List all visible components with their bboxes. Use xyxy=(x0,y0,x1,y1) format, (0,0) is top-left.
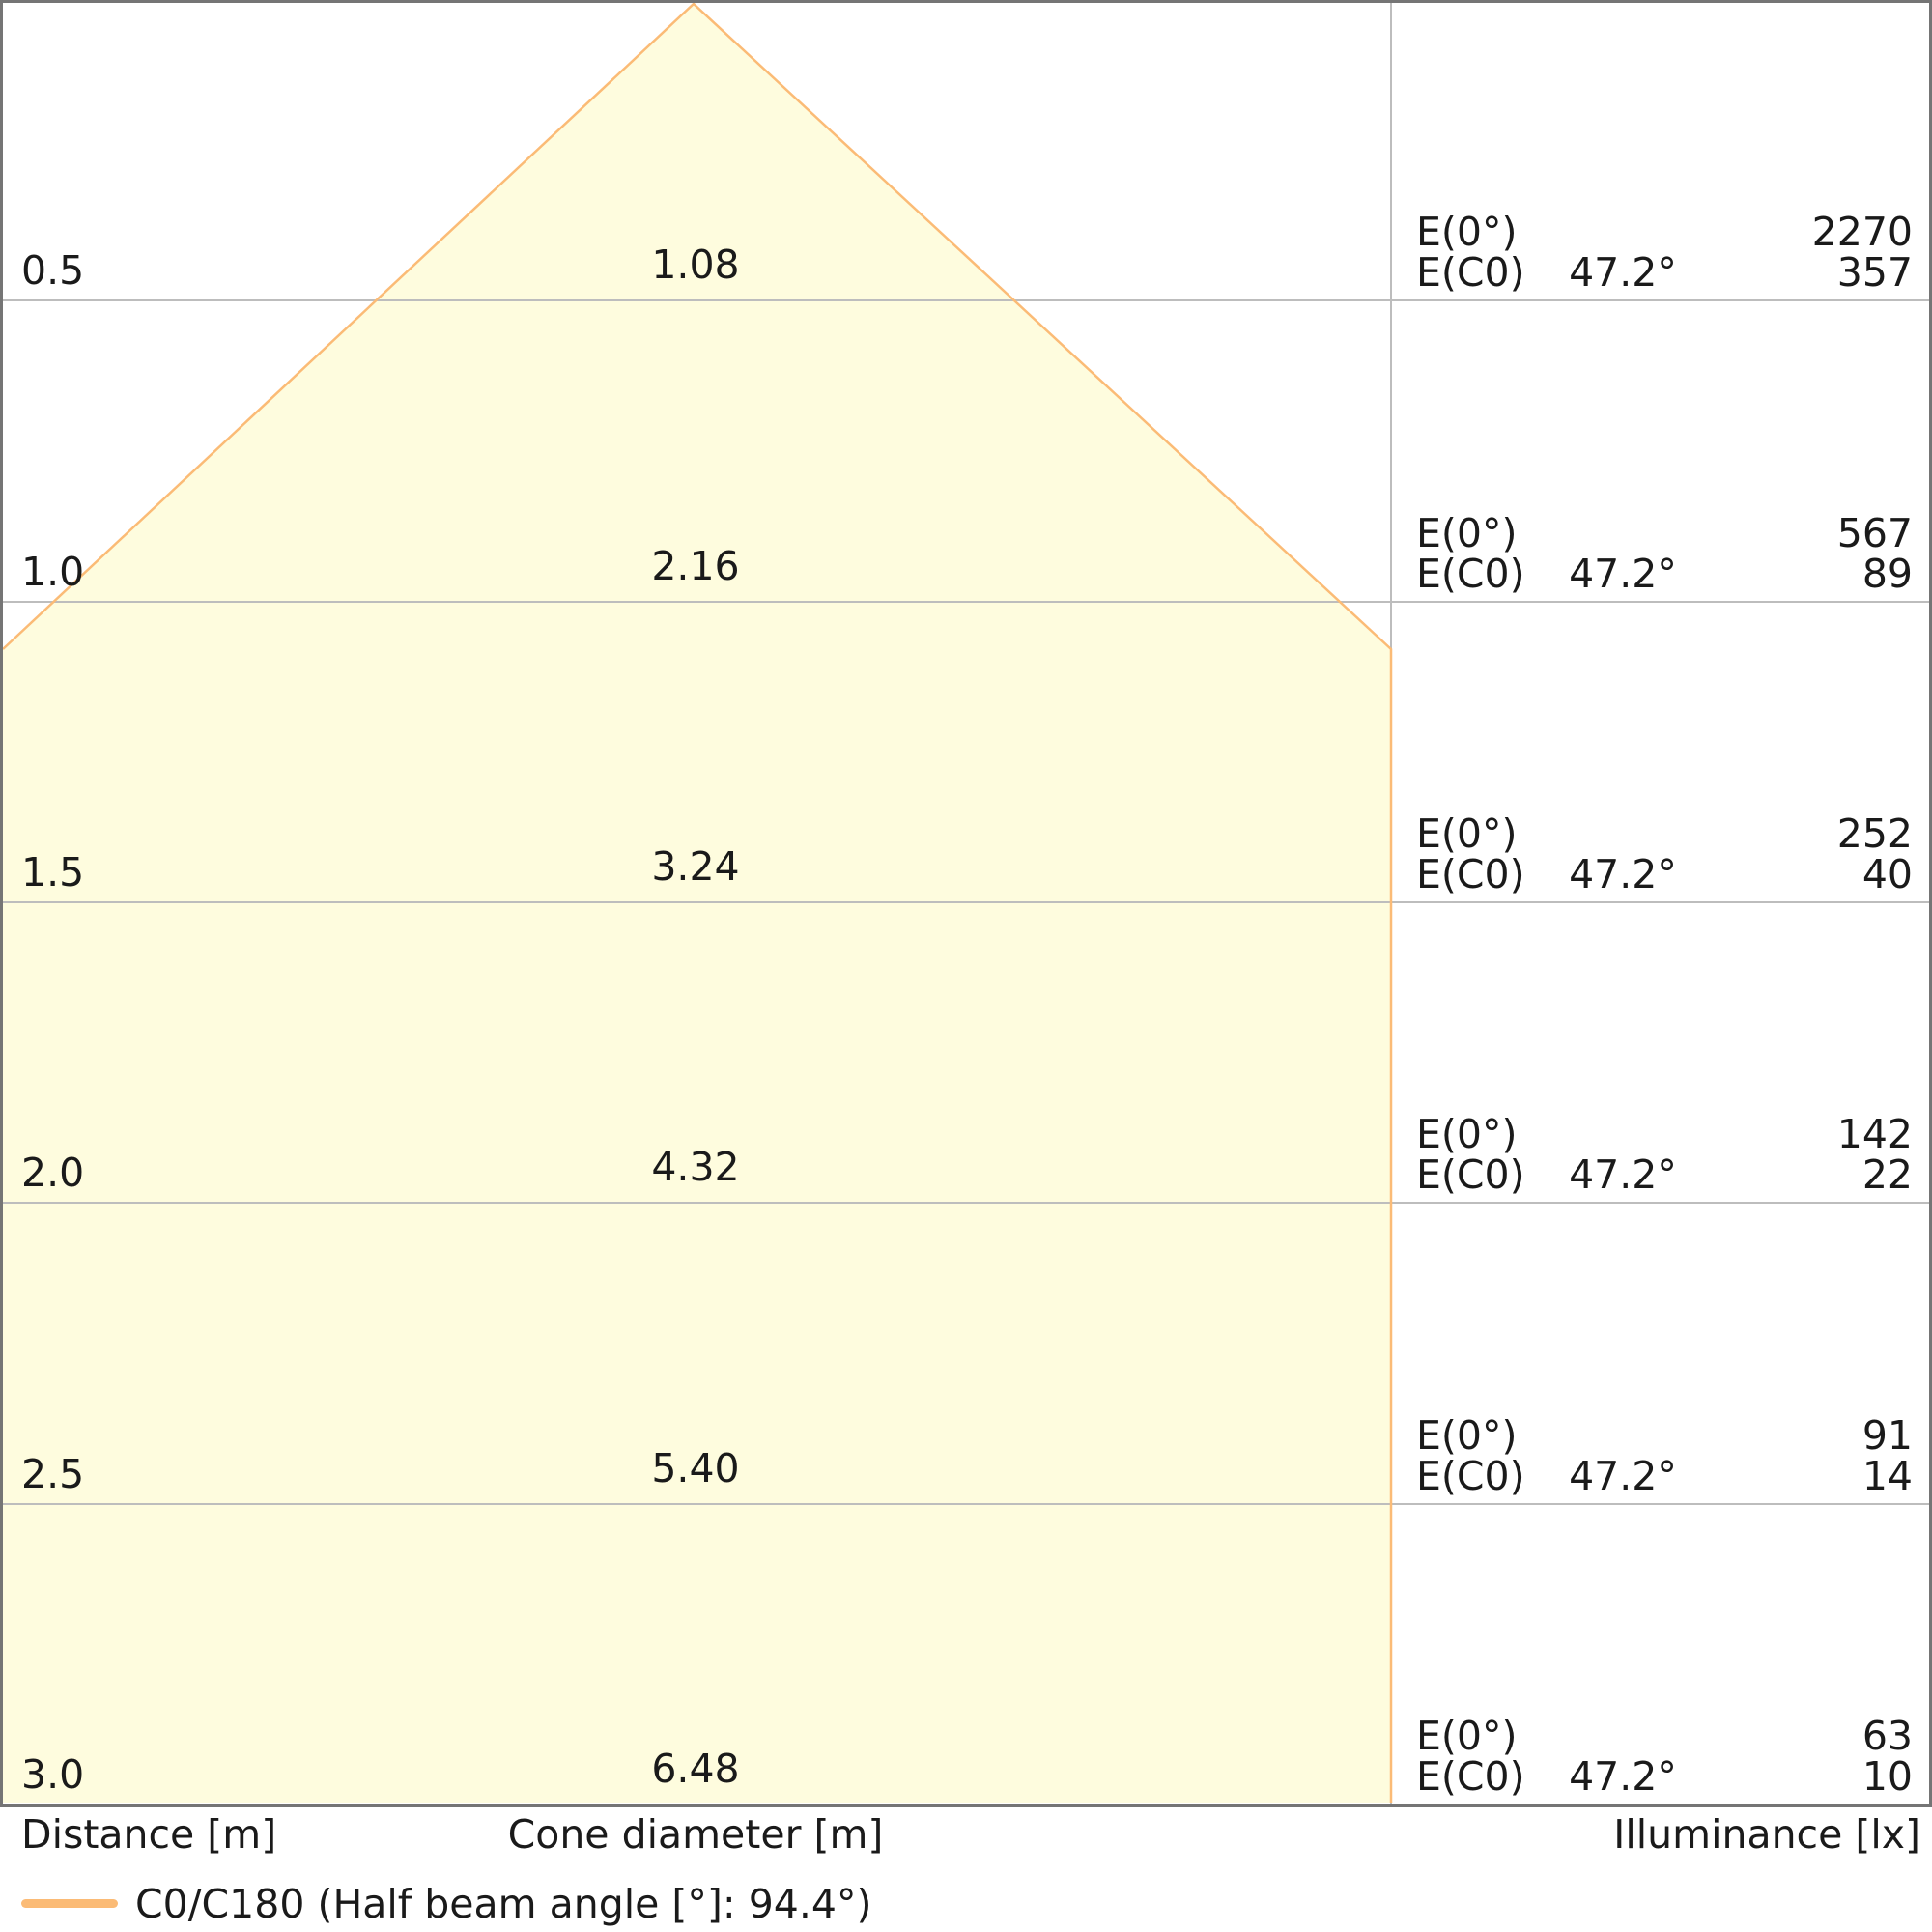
e0-value: 2270 xyxy=(1811,209,1913,255)
e0-label: E(0°) xyxy=(1416,1111,1518,1157)
illuminance-row-3.0m: E(0°) 63 E(C0) 47.2° 10 xyxy=(1416,1716,1913,1797)
e0-value: 252 xyxy=(1836,810,1913,857)
ec0-label: E(C0) xyxy=(1416,1753,1525,1800)
legend-label: C0/C180 (Half beam angle [°]: 94.4°) xyxy=(135,1881,872,1927)
beam-edge-line xyxy=(2,2,1393,1803)
illuminance-row-2.5m: E(0°) 91 E(C0) 47.2° 14 xyxy=(1416,1415,1913,1496)
cone-diameter-axis-title: Cone diameter [m] xyxy=(507,1811,884,1858)
cone-diameter-2.0m: 4.32 xyxy=(651,1144,740,1190)
ec0-value: 89 xyxy=(1861,551,1913,597)
distance-tick-1.5: 1.5 xyxy=(21,849,85,895)
half-angle: 47.2° xyxy=(1569,551,1677,597)
cone-diameter-3.0m: 6.48 xyxy=(651,1746,740,1792)
half-angle: 47.2° xyxy=(1569,851,1677,897)
ec0-value: 357 xyxy=(1836,249,1913,296)
e0-label: E(0°) xyxy=(1416,1412,1518,1459)
ec0-value: 40 xyxy=(1861,851,1913,897)
half-angle: 47.2° xyxy=(1569,1453,1677,1499)
distance-axis-title: Distance [m] xyxy=(21,1811,277,1858)
illuminance-row-1.0m: E(0°) 567 E(C0) 47.2° 89 xyxy=(1416,513,1913,594)
e0-label: E(0°) xyxy=(1416,510,1518,556)
distance-tick-2.5: 2.5 xyxy=(21,1451,85,1497)
ec0-value: 14 xyxy=(1861,1453,1913,1499)
cone-diameter-1.5m: 3.24 xyxy=(651,843,740,890)
cone-diameter-2.5m: 5.40 xyxy=(651,1445,740,1492)
e0-label: E(0°) xyxy=(1416,1713,1518,1759)
illuminance-row-0.5m: E(0°) 2270 E(C0) 47.2° 357 xyxy=(1416,212,1913,293)
illuminance-axis-title: Illuminance [lx] xyxy=(1613,1811,1920,1858)
distance-tick-1.0: 1.0 xyxy=(21,549,85,595)
e0-value: 63 xyxy=(1861,1713,1913,1759)
distance-tick-0.5: 0.5 xyxy=(21,247,85,294)
ec0-label: E(C0) xyxy=(1416,1151,1525,1198)
illuminance-row-2.0m: E(0°) 142 E(C0) 47.2° 22 xyxy=(1416,1114,1913,1195)
chart-border xyxy=(0,0,1932,1807)
cone-diameter-1.0m: 2.16 xyxy=(651,543,740,589)
ec0-value: 22 xyxy=(1861,1151,1913,1198)
half-angle: 47.2° xyxy=(1569,1151,1677,1198)
e0-value: 567 xyxy=(1836,510,1913,556)
half-angle: 47.2° xyxy=(1569,1753,1677,1800)
illuminance-row-1.5m: E(0°) 252 E(C0) 47.2° 40 xyxy=(1416,813,1913,895)
distance-tick-2.0: 2.0 xyxy=(21,1150,85,1196)
ec0-label: E(C0) xyxy=(1416,851,1525,897)
ec0-value: 10 xyxy=(1861,1753,1913,1800)
e0-value: 91 xyxy=(1861,1412,1913,1459)
half-angle: 47.2° xyxy=(1569,249,1677,296)
ec0-label: E(C0) xyxy=(1416,1453,1525,1499)
ec0-label: E(C0) xyxy=(1416,551,1525,597)
e0-value: 142 xyxy=(1836,1111,1913,1157)
e0-label: E(0°) xyxy=(1416,209,1518,255)
ec0-label: E(C0) xyxy=(1416,249,1525,296)
e0-label: E(0°) xyxy=(1416,810,1518,857)
distance-tick-3.0: 3.0 xyxy=(21,1751,85,1798)
legend-line-swatch xyxy=(21,1899,118,1908)
cone-chart-canvas xyxy=(0,0,1932,1807)
cone-diameter-0.5m: 1.08 xyxy=(651,242,740,288)
